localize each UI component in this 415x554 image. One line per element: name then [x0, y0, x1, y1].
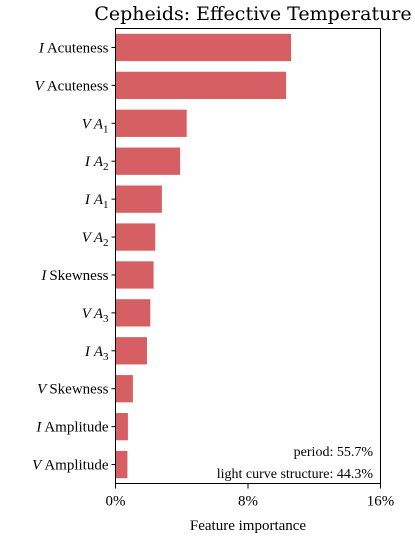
- category-label-7: V A3: [82, 306, 109, 325]
- annotation-light-curve-structure: light curve structure: 44.3%: [217, 467, 374, 482]
- bar-9: [115, 375, 133, 403]
- annotation-period: period: 55.7%: [294, 445, 374, 460]
- bars-group: [115, 33, 292, 479]
- x-tick-label-0: 0%: [106, 494, 126, 510]
- bar-1: [115, 71, 287, 100]
- bar-11: [115, 450, 128, 479]
- bar-7: [115, 299, 151, 327]
- bar-10: [115, 412, 128, 441]
- x-axis-ticks: 0% 8% 16%: [106, 483, 395, 510]
- category-label-9: V Skewness: [37, 382, 108, 398]
- bar-0: [115, 33, 292, 62]
- category-labels: I Acuteness V Acuteness V A1 I A2 I A1 V A2 I Skewnes…: [32, 40, 116, 474]
- bar-6: [115, 261, 154, 289]
- bar-3: [115, 147, 181, 175]
- category-label-3: I A2: [84, 154, 109, 173]
- x-axis-label: Feature importance: [190, 518, 307, 534]
- x-tick-label-2: 16%: [367, 494, 395, 510]
- category-label-8: I A3: [84, 344, 109, 363]
- category-label-6: I Skewness: [40, 268, 108, 284]
- bar-5: [115, 223, 156, 251]
- x-tick-label-1: 8%: [238, 494, 258, 510]
- bar-2: [115, 109, 187, 137]
- bar-4: [115, 185, 162, 213]
- category-label-1: V Acuteness: [35, 78, 109, 94]
- category-label-4: I A1: [84, 192, 109, 211]
- category-label-11: V Amplitude: [32, 458, 109, 474]
- category-label-5: V A2: [82, 230, 109, 249]
- category-label-10: I Amplitude: [35, 420, 109, 436]
- category-label-0: I Acuteness: [38, 40, 109, 56]
- bar-8: [115, 337, 147, 365]
- category-label-2: V A1: [82, 116, 109, 135]
- chart-title: Cepheids: Effective Temperature: [94, 3, 411, 25]
